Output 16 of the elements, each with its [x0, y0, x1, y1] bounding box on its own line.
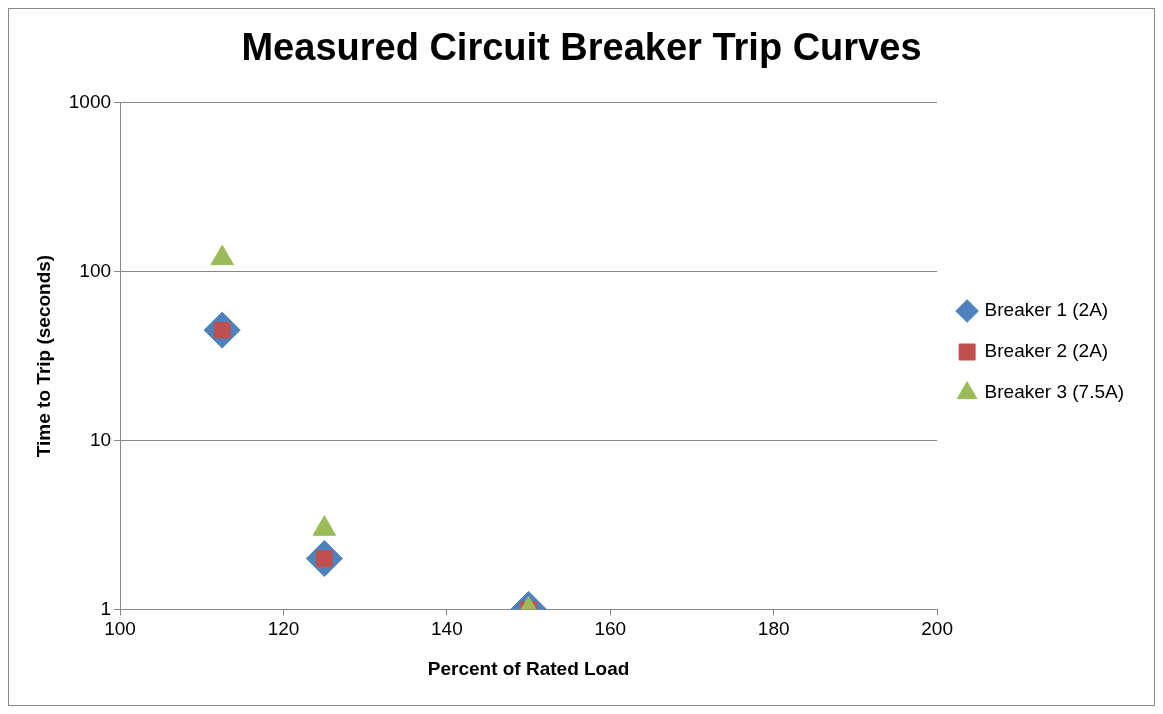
y-tick-label: 10 — [89, 428, 112, 450]
x-tick-label: 120 — [267, 618, 300, 640]
legend-label: Breaker 3 (7.5A) — [984, 381, 1125, 403]
x-tick-label: 200 — [921, 618, 953, 640]
y-tick-label: 100 — [79, 259, 112, 281]
y-tick-label: 1000 — [68, 90, 112, 112]
x-tick-label: 160 — [594, 618, 627, 640]
x-axis-title: Percent of Rated Load — [427, 657, 630, 679]
x-tick-label: 180 — [757, 618, 790, 640]
legend-label: Breaker 2 (2A) — [984, 340, 1109, 362]
x-tick-label: 100 — [104, 618, 136, 640]
x-tick-label: 140 — [431, 618, 463, 640]
chart-title: Measured Circuit Breaker Trip Curves — [241, 26, 922, 69]
y-tick-label: 1 — [100, 597, 112, 619]
legend-label: Breaker 1 (2A) — [984, 299, 1109, 321]
y-axis-title: Time to Trip (seconds) — [32, 254, 54, 458]
